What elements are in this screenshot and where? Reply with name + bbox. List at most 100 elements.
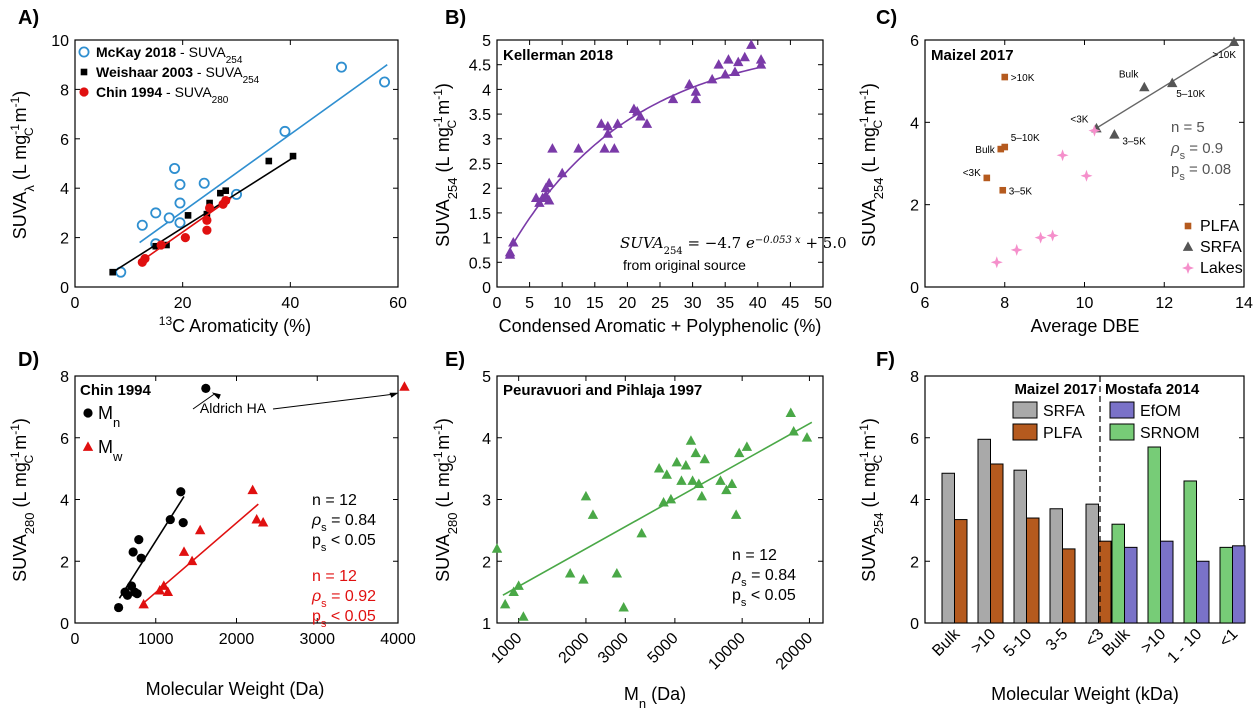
x-tick-label: 12 [1155, 295, 1173, 312]
data-point [1001, 73, 1009, 81]
x-tick-label: 20000 [773, 630, 817, 674]
x-tick-label: 10000 [705, 630, 749, 674]
legend-marker [1184, 222, 1192, 230]
y-tick-label: 0 [60, 616, 69, 633]
y-tick-label: 4 [910, 493, 919, 510]
data-point [178, 518, 188, 528]
data-point [690, 447, 701, 458]
bar [1219, 546, 1233, 624]
arrow-head [211, 392, 221, 400]
data-point [194, 524, 206, 535]
x-axis-label: Mn (Da) [624, 684, 686, 711]
y-axis-label: SUVA280 (L mg-1C m-1) [431, 418, 460, 582]
fit-curve [509, 65, 765, 250]
data-point [508, 586, 519, 597]
stat-label: ρs = 0.84 [311, 512, 376, 534]
y-tick-label: 4.5 [469, 58, 491, 75]
data-point [158, 580, 170, 590]
data-point [114, 602, 124, 613]
x-tick-label: 0 [71, 631, 80, 648]
data-point [1088, 124, 1101, 137]
data-point [729, 66, 741, 77]
legend-label: Mw [98, 437, 123, 464]
data-point [163, 212, 175, 224]
data-point [699, 453, 710, 464]
legend-label: SRFA [1200, 239, 1242, 256]
y-tick-label: 3.5 [469, 107, 491, 124]
data-point [399, 381, 410, 391]
data-point [785, 407, 796, 417]
point-label: 5–10K [1011, 133, 1040, 144]
legend-label: PLFA [1200, 218, 1239, 235]
equation-note: from original source [623, 257, 746, 273]
data-point [134, 535, 144, 545]
bar [1049, 508, 1063, 624]
legend-label: EfOM [1140, 403, 1181, 420]
y-tick-label: 8 [60, 369, 69, 386]
data-point [176, 487, 186, 497]
legend-label: Mn [98, 403, 120, 430]
panel-a: 0 20 40 60 0 2 4 6 8 10 A) 13C Aromaticity (%) SUVAλ… [8, 7, 407, 336]
data-point [136, 219, 148, 231]
data-point [140, 253, 150, 264]
x-tick-label: 30 [684, 295, 702, 312]
data-point [156, 240, 166, 250]
x-tick-label: 4000 [380, 631, 416, 648]
x-tick-label: 8 [1000, 295, 1009, 312]
y-tick-label: 2 [482, 554, 491, 571]
source-label: Maizel 2017 [1014, 381, 1097, 398]
equation-label: SUVA254 = −4.7 e−0.053 x + 5.0 [620, 234, 847, 257]
stat-label: n = 12 [312, 568, 357, 585]
source-label: Mostafa 2014 [1105, 381, 1200, 398]
bar [1196, 560, 1210, 624]
data-point [755, 54, 767, 64]
y-tick-label: 3 [482, 493, 491, 510]
x-tick-label: 10 [553, 295, 571, 312]
y-tick-label: 8 [60, 82, 69, 99]
y-tick-label: 10 [51, 33, 69, 50]
data-point [667, 93, 679, 104]
data-point [746, 39, 757, 49]
y-tick-label: 4 [910, 115, 919, 132]
x-tick-label: 60 [389, 295, 407, 312]
bar [1124, 546, 1138, 624]
x-tick-label: 25 [651, 295, 669, 312]
data-point [788, 425, 799, 436]
y-tick-label: 6 [60, 431, 69, 448]
panel-label: B) [445, 7, 466, 29]
data-point [1228, 36, 1240, 46]
panel-label: C) [876, 7, 897, 29]
data-point [741, 441, 753, 451]
x-tick-label: Bulk [929, 625, 964, 660]
data-point [217, 189, 224, 197]
x-tick-label: 1 - 10 [1164, 626, 1205, 667]
data-point [609, 143, 620, 153]
data-point [684, 78, 695, 89]
data-point [136, 553, 146, 563]
stat-label: ps = 0.08 [1171, 161, 1231, 183]
x-tick-label: 10 [1076, 295, 1094, 312]
x-tick-label: >10 [968, 626, 999, 657]
y-tick-label: 8 [910, 369, 919, 386]
data-point [661, 469, 672, 479]
data-point [257, 517, 269, 527]
y-tick-label: 1.5 [469, 206, 491, 223]
data-point [174, 217, 186, 229]
data-point [1109, 129, 1120, 139]
x-axis-label: Molecular Weight (kDa) [991, 684, 1179, 704]
point-label: 5–10K [1176, 89, 1205, 100]
data-point [720, 68, 731, 79]
fit-line [139, 197, 232, 263]
data-point [687, 475, 698, 485]
bar [1026, 517, 1040, 624]
y-axis-label: SUVA280 (L mg-1C m-1) [8, 418, 37, 582]
data-point [201, 383, 211, 393]
x-axis-label: Molecular Weight (Da) [146, 679, 325, 699]
point-label: <3K [963, 168, 981, 179]
data-point [379, 76, 391, 88]
data-point [706, 73, 718, 84]
data-point [204, 203, 215, 213]
point-label: 3–5K [1009, 186, 1033, 197]
legend-label: Weishaar 2003 - SUVA254 [96, 64, 260, 86]
